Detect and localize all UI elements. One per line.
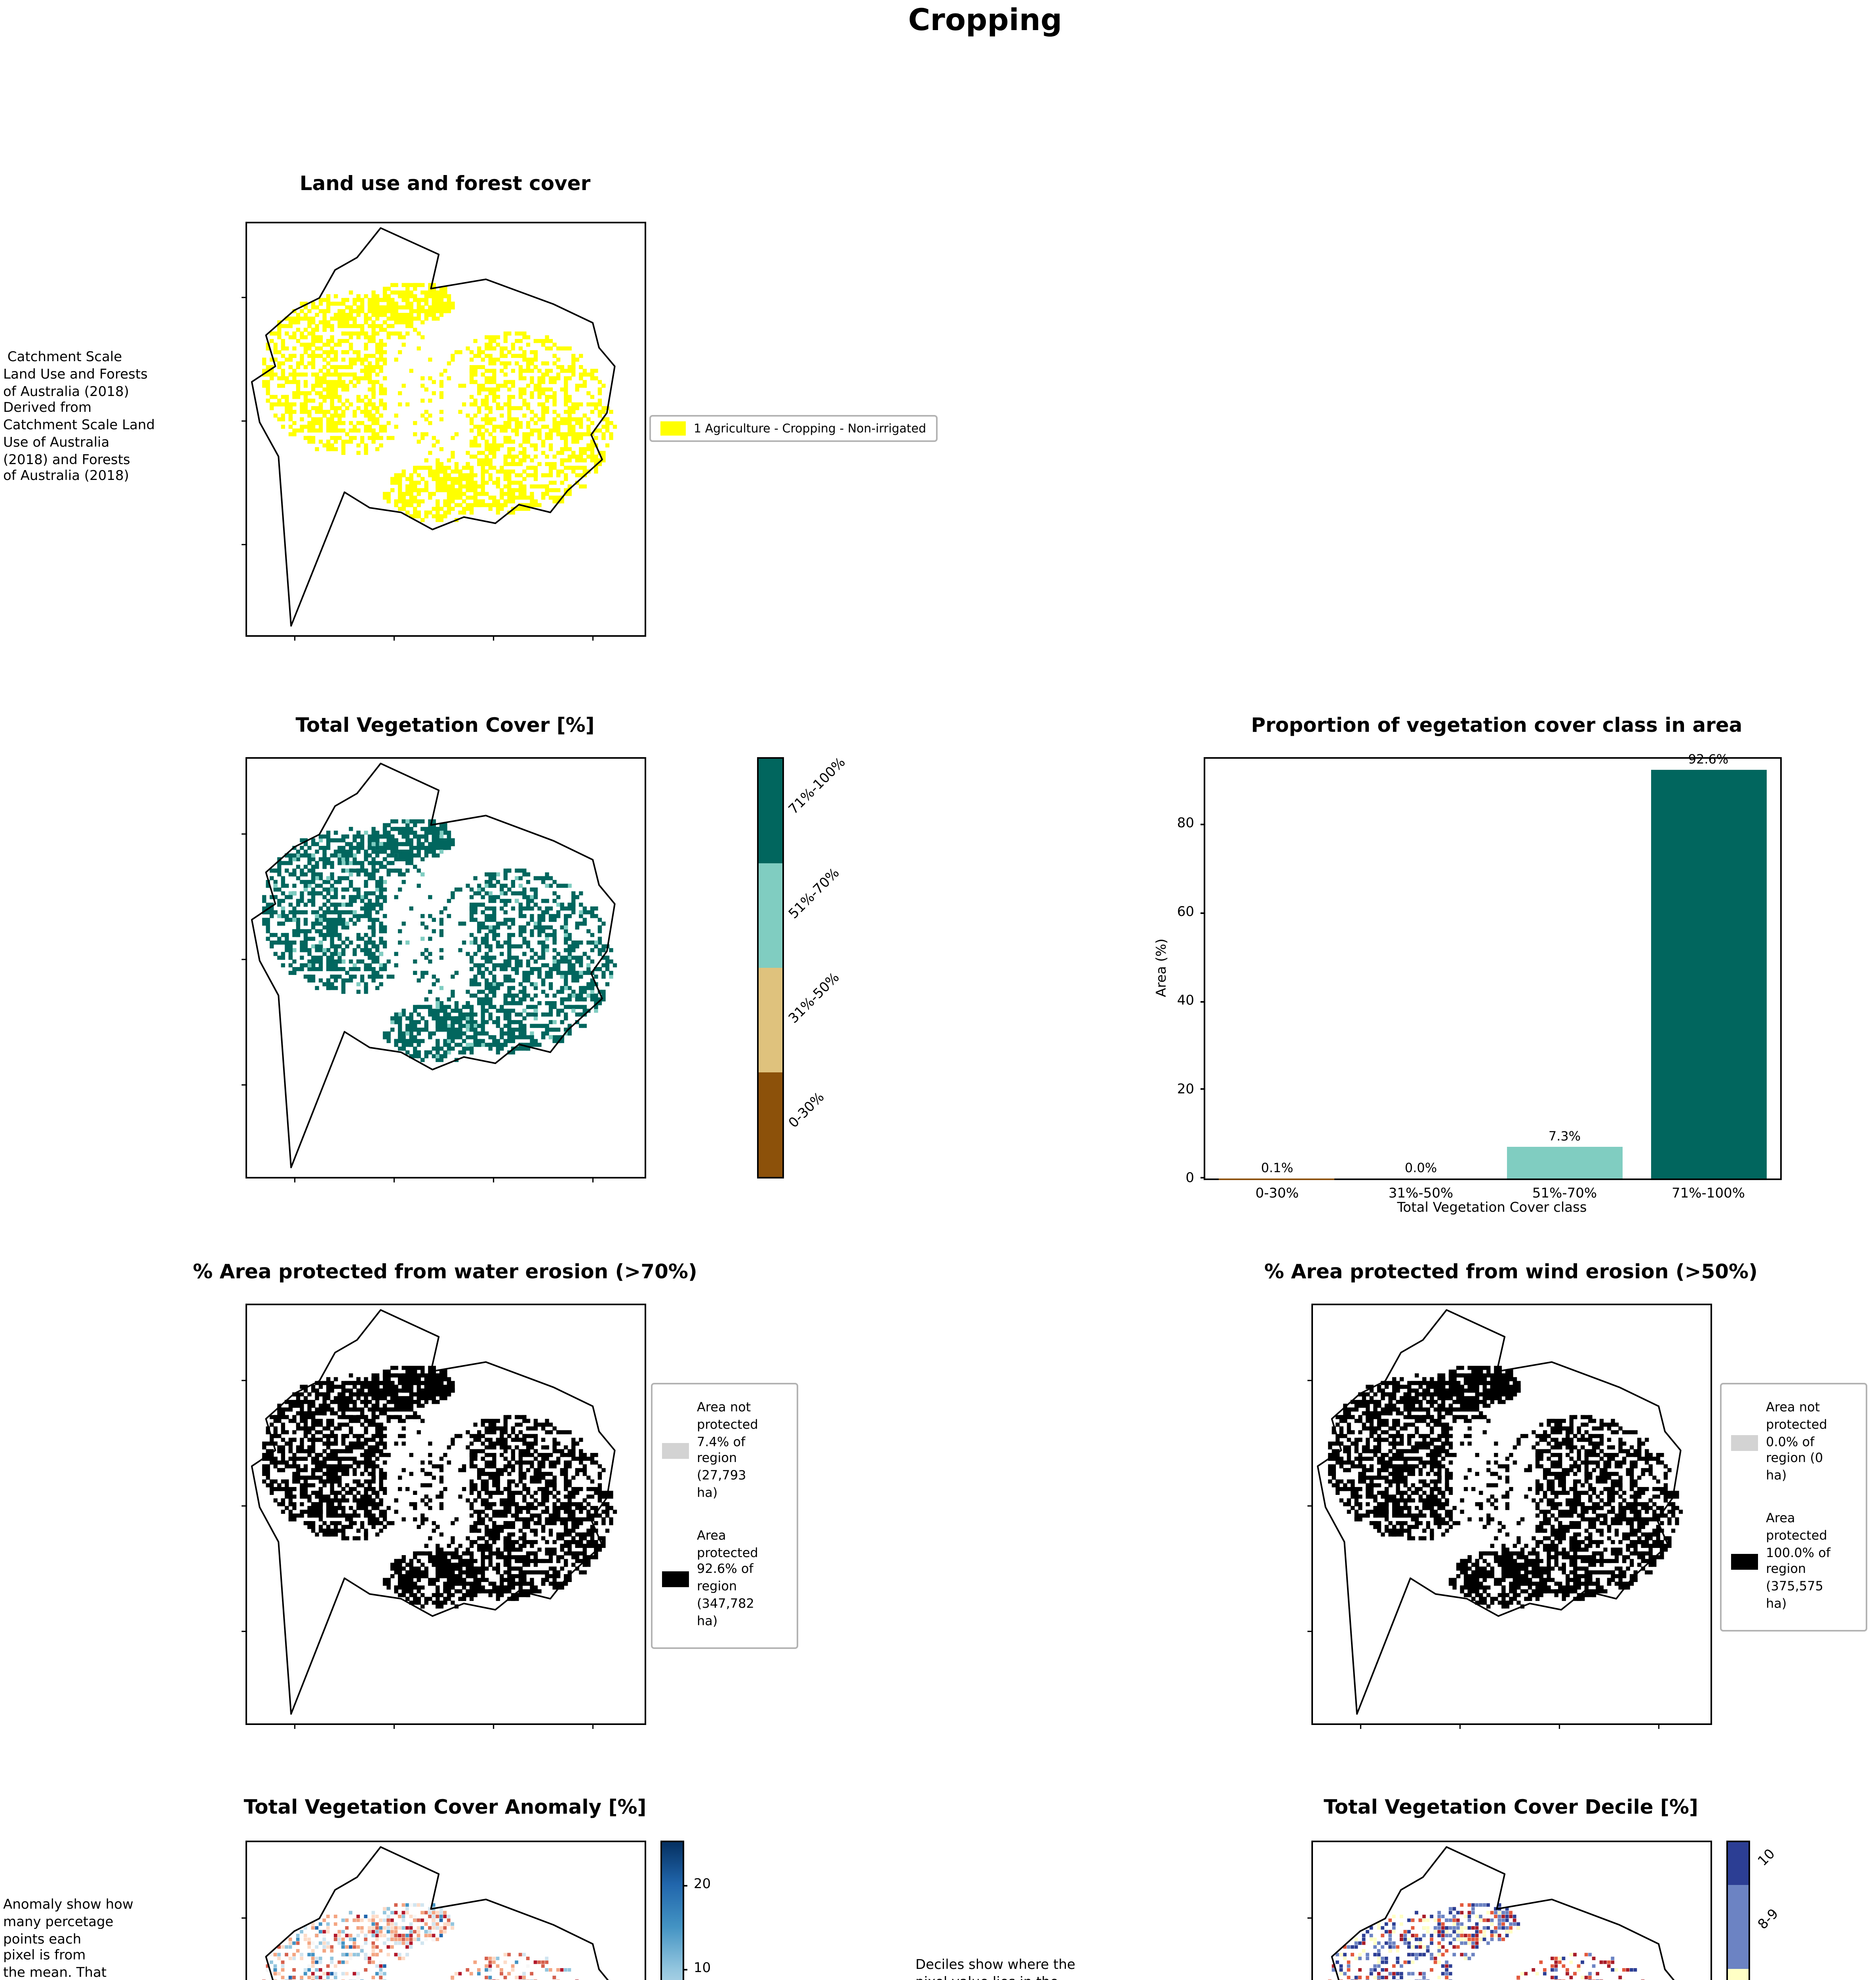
colorbar-segment xyxy=(759,759,782,863)
not-protected-swatch xyxy=(1731,1435,1758,1451)
x-tick-label: 0-30% xyxy=(1255,1186,1299,1202)
cropping-swatch xyxy=(660,421,686,436)
bar-value-label: 7.3% xyxy=(1548,1129,1581,1143)
landuse-map-svg xyxy=(242,227,617,641)
anomaly-map xyxy=(242,1841,646,1980)
x-tick-label: 51%-70% xyxy=(1532,1186,1597,1202)
colorbar-segment xyxy=(759,863,782,968)
page-title: Cropping xyxy=(908,3,1062,38)
decile-title: Total Vegetation Cover Decile [%] xyxy=(1324,1795,1698,1818)
colorbar-segment xyxy=(759,1072,782,1177)
wind-erosion-title: % Area protected from wind erosion (>50%… xyxy=(1264,1259,1758,1283)
protected-swatch xyxy=(662,1571,689,1588)
proportion-chart-title: Proportion of vegetation cover class in … xyxy=(1251,713,1743,737)
y-tick-label: 20 xyxy=(1177,1081,1194,1098)
y-tick-label: 60 xyxy=(1177,905,1194,921)
water-erosion-title: % Area protected from water erosion (>70… xyxy=(193,1259,697,1283)
legend-entry-not-protected: Area not protected 0.0% of region (0 ha) xyxy=(1731,1400,1856,1486)
legend-entry-protected: Area protected 100.0% of region (375,575… xyxy=(1731,1511,1856,1614)
colorbar-label: 71%-100% xyxy=(786,755,850,819)
colorbar-segment xyxy=(759,968,782,1072)
bar-value-label: 0.0% xyxy=(1404,1161,1437,1175)
proportion-ylabel: Area (%) xyxy=(1155,939,1170,997)
veg-cover-colorbar: 71%-100% 51%-70% 31%-50% 0-30% xyxy=(757,755,849,1178)
bar-51%-70% xyxy=(1507,1146,1623,1178)
anomaly-map-svg xyxy=(242,1846,609,1980)
bar-value-label: 92.6% xyxy=(1688,752,1729,766)
y-tick-label: 0 xyxy=(1185,1170,1194,1186)
x-tick-label: 31%-50% xyxy=(1388,1186,1454,1202)
veg-cover-title: Total Vegetation Cover [%] xyxy=(295,713,595,737)
anomaly-colorbar: 20100−10−20 xyxy=(660,1841,711,1980)
anomaly-title: Total Vegetation Cover Anomaly [%] xyxy=(244,1795,647,1818)
y-tick-label: 80 xyxy=(1177,817,1194,833)
water-erosion-map xyxy=(242,1304,646,1729)
landuse-title: Land use and forest cover xyxy=(299,171,591,195)
cropping-legend-label: 1 Agriculture - Cropping - Non-irrigated xyxy=(694,421,926,436)
anomaly-note: Anomaly show how many percetage points e… xyxy=(3,1898,133,1980)
legend-entry-not-protected: Area not protected 7.4% of region (27,79… xyxy=(662,1400,787,1503)
colorbar-label: 8-9 xyxy=(1755,1907,1783,1934)
decile-colorbar: 108-94-72-31 xyxy=(1726,1841,1782,1980)
colorbar-segment xyxy=(1728,1969,1749,1980)
wind-erosion-map-svg xyxy=(1307,1309,1683,1729)
wind-erosion-legend: Area not protected 0.0% of region (0 ha)… xyxy=(1720,1383,1867,1632)
proportion-plot: 0 20 40 60 80 0.1% 0-30% 0.0% 31%-50% 7.3% 51%-70%… xyxy=(1177,752,1782,1202)
colorbar-segment xyxy=(1728,1884,1749,1969)
wind-erosion-map xyxy=(1307,1304,1712,1729)
veg-cover-map-svg xyxy=(242,762,617,1182)
veg-cover-map xyxy=(242,757,646,1182)
colorbar-segment xyxy=(1728,1842,1749,1885)
bar-value-label: 0.1% xyxy=(1261,1160,1294,1175)
colorbar-label: 10 xyxy=(1755,1847,1779,1871)
water-erosion-map-svg xyxy=(242,1309,617,1729)
colorbar-label: 31%-50% xyxy=(786,970,843,1028)
landuse-legend: 1 Agriculture - Cropping - Non-irrigated xyxy=(649,415,937,442)
legend-entry-protected: Area protected 92.6% of region (347,782 … xyxy=(662,1528,787,1631)
bar-71%-100% xyxy=(1650,769,1766,1178)
water-erosion-legend: Area not protected 7.4% of region (27,79… xyxy=(651,1383,798,1649)
not-protected-swatch xyxy=(662,1443,689,1460)
x-tick-label: 71%-100% xyxy=(1671,1186,1745,1202)
proportion-xlabel: Total Vegetation Cover class xyxy=(1397,1201,1587,1217)
decile-map xyxy=(1307,1841,1712,1980)
colorbar-tick-label: 20 xyxy=(694,1876,711,1892)
decile-note: Deciles show where the pixel value lies … xyxy=(915,1958,1075,1980)
landuse-map xyxy=(242,222,646,641)
colorbar-label: 51%-70% xyxy=(786,866,843,923)
decile-map-svg xyxy=(1307,1846,1675,1980)
colorbar-label: 0-30% xyxy=(786,1090,828,1132)
y-tick-label: 40 xyxy=(1177,993,1194,1009)
protected-swatch xyxy=(1731,1554,1758,1571)
landuse-note: Catchment Scale Land Use and Forests of … xyxy=(3,350,155,485)
colorbar-tick-label: 10 xyxy=(694,1961,711,1977)
